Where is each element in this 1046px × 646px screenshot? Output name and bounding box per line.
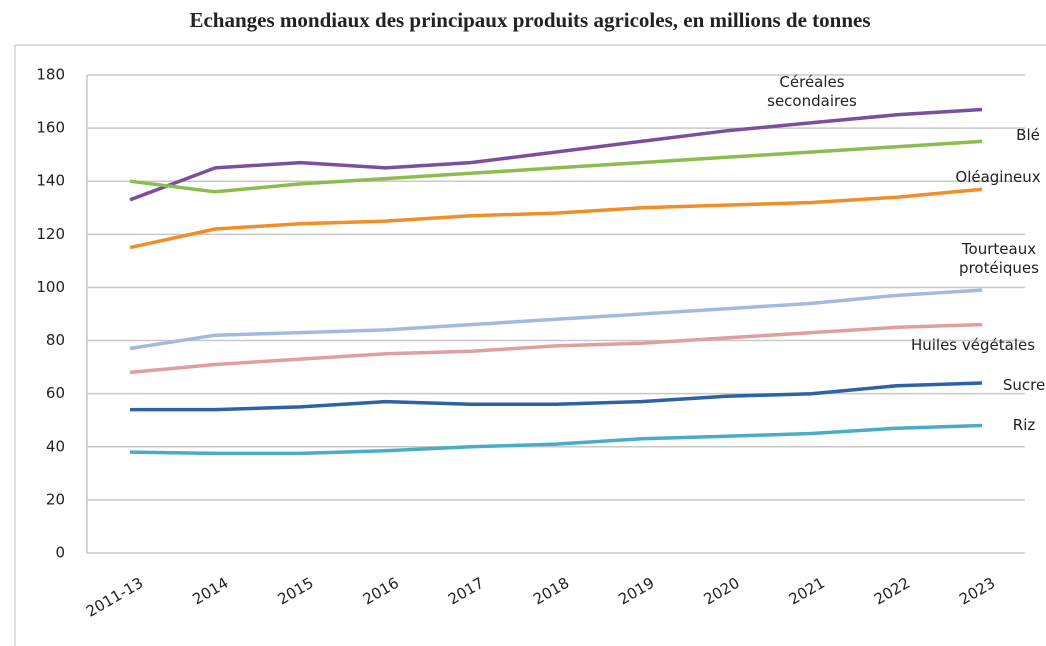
series-line	[129, 107, 983, 202]
chart-title: Echanges mondiaux des principaux produit…	[189, 8, 870, 32]
series-line	[129, 139, 983, 194]
series-label: Riz	[1012, 416, 1036, 434]
series-line	[129, 288, 983, 351]
y-tick-label: 80	[46, 331, 65, 349]
series-line	[129, 322, 983, 375]
x-tick-label: 2023	[956, 574, 998, 609]
y-tick-label: 20	[46, 490, 65, 508]
x-tick-label: 2011-13	[83, 574, 146, 621]
x-tick-label: 2018	[530, 574, 572, 609]
x-tick-label: 2014	[189, 574, 231, 609]
y-tick-label: 120	[36, 225, 65, 243]
series-label: Céréales secondaires	[767, 73, 857, 110]
series-label: Oléagineux	[955, 168, 1041, 186]
y-tick-label: 180	[36, 66, 65, 84]
x-tick-label: 2020	[701, 574, 743, 609]
series-label: Huiles végétales	[910, 336, 1036, 354]
y-tick-label: 140	[36, 172, 65, 190]
y-tick-label: 40	[46, 437, 65, 455]
x-tick-label: 2019	[615, 574, 657, 609]
x-tick-label: 2016	[360, 574, 402, 609]
x-tick-label: 2017	[445, 574, 487, 609]
x-tick-label: 2015	[275, 574, 317, 609]
series-line	[130, 381, 983, 412]
series-label: Blé	[1016, 126, 1040, 144]
y-tick-label: 0	[55, 544, 65, 562]
series-line	[129, 187, 983, 250]
y-tick-label: 100	[36, 278, 65, 296]
x-tick-label: 2022	[871, 574, 913, 609]
series-label: Tourteaux protéiques	[959, 240, 1039, 277]
series-label: Sucre	[1002, 376, 1046, 394]
x-tick-label: 2021	[786, 574, 828, 609]
y-tick-label: 60	[46, 384, 65, 402]
y-tick-label: 160	[36, 119, 65, 137]
series-line	[129, 423, 983, 456]
